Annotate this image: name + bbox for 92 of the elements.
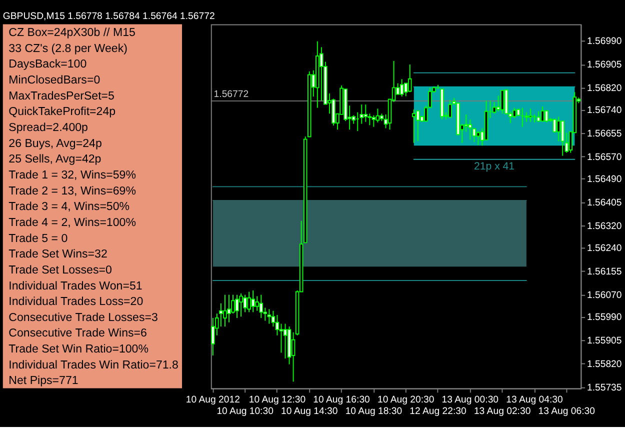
candlestick	[372, 114, 376, 128]
candlestick	[472, 128, 476, 143]
x-tick-label: 10 Aug 14:30	[281, 406, 338, 417]
x-tick-label: 13 Aug 04:30	[506, 394, 563, 406]
text: Trade Set Wins=32	[8, 248, 108, 261]
text: 26 Buys, Avg=24p	[8, 138, 102, 150]
text: MinClosedBars=0	[8, 74, 100, 87]
candlestick	[400, 78, 404, 98]
y-tick-label: 1.56570	[586, 152, 622, 164]
candlestick	[416, 110, 420, 142]
candlestick	[267, 308, 272, 324]
x-tick-label: 10 Aug 20:30	[377, 394, 434, 406]
candlestick	[544, 110, 548, 123]
candlestick	[368, 113, 372, 126]
candlestick	[528, 108, 532, 122]
candlestick	[468, 118, 472, 140]
x-tick-label: 10 Aug 18:30	[345, 406, 402, 417]
candlestick	[227, 294, 231, 323]
candlestick	[251, 290, 255, 313]
candlestick	[275, 314, 280, 336]
x-tick-label: 13 Aug 00:30	[442, 394, 499, 406]
y-tick-label: 1.56240	[586, 243, 622, 254]
text: Individual Trades Win Ratio=71.8	[8, 359, 178, 372]
annotation: 21p x 41	[474, 160, 515, 173]
y-tick-label: 1.55735	[586, 382, 622, 394]
text: Consecutive Trade Losses=3	[8, 312, 158, 324]
candlestick	[464, 114, 468, 132]
candlestick	[223, 294, 227, 327]
y-tick-label: 1.56155	[586, 266, 622, 278]
x-tick-label: 10 Aug 2012	[186, 394, 240, 406]
candlestick	[211, 317, 215, 356]
candlestick	[239, 292, 243, 318]
text: QuickTakeProfit=24p	[8, 106, 116, 118]
candlestick	[448, 99, 452, 118]
candlestick	[500, 89, 504, 114]
ref-line-label: 1.56772	[214, 89, 249, 100]
text: Individual Trades Won=51	[8, 280, 142, 292]
x-tick-label: 13 Aug 06:30	[538, 406, 596, 417]
candlestick	[536, 110, 540, 122]
text: GBPUSD,M15 1.56778 1.56784 1.56764 1.56772	[2, 10, 215, 22]
y-tick-label: 1.56820	[586, 83, 622, 94]
candlestick	[504, 89, 508, 115]
text: CZ Box=24pX30b // M15	[8, 27, 136, 40]
y-tick-label: 1.56320	[586, 220, 622, 232]
text: Net Pips=771	[8, 375, 78, 388]
candlestick	[492, 102, 496, 114]
candlestick	[263, 307, 268, 322]
y-tick-label: 1.56990	[586, 36, 622, 48]
candlestick	[376, 108, 380, 123]
x-tick-label: 10 Aug 16:30	[313, 394, 370, 406]
x-tick-label: 10 Aug 12:30	[248, 394, 306, 406]
text: 33 CZ's (2.8 per Week)	[8, 42, 128, 55]
x-tick-label: 13 Aug 02:30	[474, 406, 531, 417]
candlestick	[560, 120, 565, 156]
candlestick	[364, 104, 368, 122]
text: Trade 5 = 0	[8, 232, 68, 245]
candlestick	[408, 64, 412, 93]
text: 25 Sells, Avg=42p	[8, 154, 102, 166]
candlestick	[412, 108, 416, 144]
y-tick-label: 1.56655	[586, 128, 622, 140]
x-tick-label: 12 Aug 22:30	[410, 406, 466, 417]
candlestick	[476, 130, 480, 146]
text: MaxTradesPerSet=5	[8, 90, 114, 102]
candlestick	[556, 116, 560, 142]
text: Trade 2 = 13, Wins=69%	[8, 185, 136, 198]
candlestick	[283, 323, 288, 359]
y-tick-label: 1.56490	[586, 174, 622, 186]
candlestick	[540, 106, 544, 122]
candlestick	[512, 107, 516, 119]
text: Trade 3 = 4, Wins=50%	[8, 201, 130, 214]
text: Trade Set Losses=0	[8, 264, 112, 276]
candlestick	[404, 82, 408, 97]
text: Individual Trades Loss=20	[8, 296, 144, 308]
text: Trade Set Win Ratio=100%	[8, 344, 148, 356]
candlestick	[235, 294, 239, 318]
text: Trade 4 = 2, Wins=100%	[8, 216, 136, 229]
text: Spread=2.400p	[8, 122, 88, 134]
y-tick-label: 1.55820	[586, 358, 622, 370]
text: DaysBack=100	[8, 58, 87, 71]
candlestick	[279, 323, 284, 354]
candlestick	[243, 294, 247, 313]
x-tick-label: 10 Aug 10:30	[216, 406, 274, 417]
y-tick-label: 1.56740	[586, 105, 622, 116]
y-tick-label: 1.55990	[586, 312, 622, 323]
text: Consecutive Trade Wins=6	[8, 328, 147, 340]
text: Trade 1 = 32, Wins=59%	[8, 169, 136, 182]
candlestick	[259, 294, 264, 318]
y-tick-label: 1.56905	[586, 60, 622, 71]
y-tick-label: 1.55905	[586, 335, 622, 346]
candlestick	[247, 291, 251, 313]
y-tick-label: 1.56070	[586, 290, 622, 301]
y-tick-label: 1.56405	[586, 198, 622, 209]
